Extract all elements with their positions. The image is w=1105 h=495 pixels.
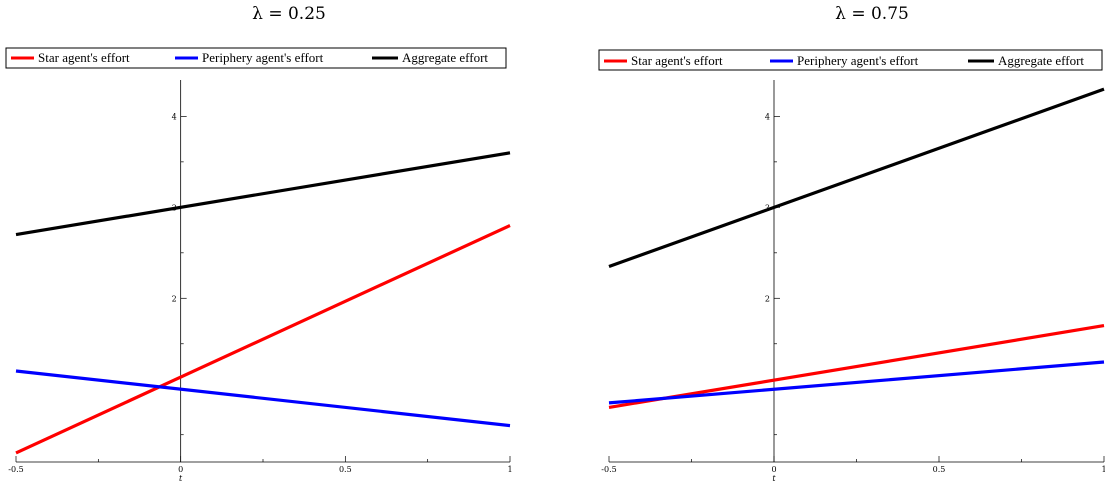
- x-axis-label: t: [179, 474, 183, 483]
- chart-title: λ = 0.25: [252, 4, 326, 24]
- x-tick-label: 0.5: [339, 465, 352, 474]
- series-line-star: [15, 224, 511, 455]
- series-line-aggregate: [608, 87, 1105, 269]
- x-tick-label: 0: [178, 465, 183, 474]
- legend-label-star: Star agent's effort: [631, 53, 723, 68]
- y-tick-label: 4: [172, 112, 177, 121]
- x-tick-label: 1: [1101, 465, 1105, 474]
- x-axis-label: t: [772, 474, 776, 483]
- chart-right: λ = 0.75 Star agent's effort Periphery a…: [598, 4, 1105, 483]
- legend-box: [598, 49, 1103, 71]
- series-line-star: [608, 324, 1105, 409]
- legend-label-star: Star agent's effort: [38, 50, 130, 65]
- x-tick-label: 1: [507, 465, 512, 474]
- legend: Star agent's effort Periphery agent's ef…: [11, 50, 488, 65]
- chart-title: λ = 0.75: [835, 4, 909, 24]
- y-tick-label: 2: [172, 294, 177, 303]
- x-tick-label: 0: [771, 465, 776, 474]
- y-tick-label: 4: [765, 112, 770, 121]
- legend-label-periphery: Periphery agent's effort: [797, 53, 919, 68]
- series-line-periphery: [608, 360, 1105, 405]
- legend-label-periphery: Periphery agent's effort: [202, 50, 324, 65]
- legend: Star agent's effort Periphery agent's ef…: [604, 53, 1084, 68]
- x-tick-label: -0.5: [8, 465, 23, 474]
- legend-label-aggregate: Aggregate effort: [402, 50, 488, 65]
- chart-left: λ = 0.25 Star agent's effort Periphery a…: [5, 4, 513, 483]
- plot-area: -0.5 0 0.5 1 2 3 4 t: [601, 80, 1105, 483]
- series-line-aggregate: [15, 151, 511, 237]
- x-tick-label: 0.5: [933, 465, 946, 474]
- x-tick-label: -0.5: [601, 465, 616, 474]
- series-line-periphery: [15, 369, 511, 428]
- y-tick-label: 3: [765, 203, 770, 212]
- legend-box: [5, 47, 507, 69]
- y-tick-label: 2: [765, 294, 770, 303]
- legend-label-aggregate: Aggregate effort: [998, 53, 1084, 68]
